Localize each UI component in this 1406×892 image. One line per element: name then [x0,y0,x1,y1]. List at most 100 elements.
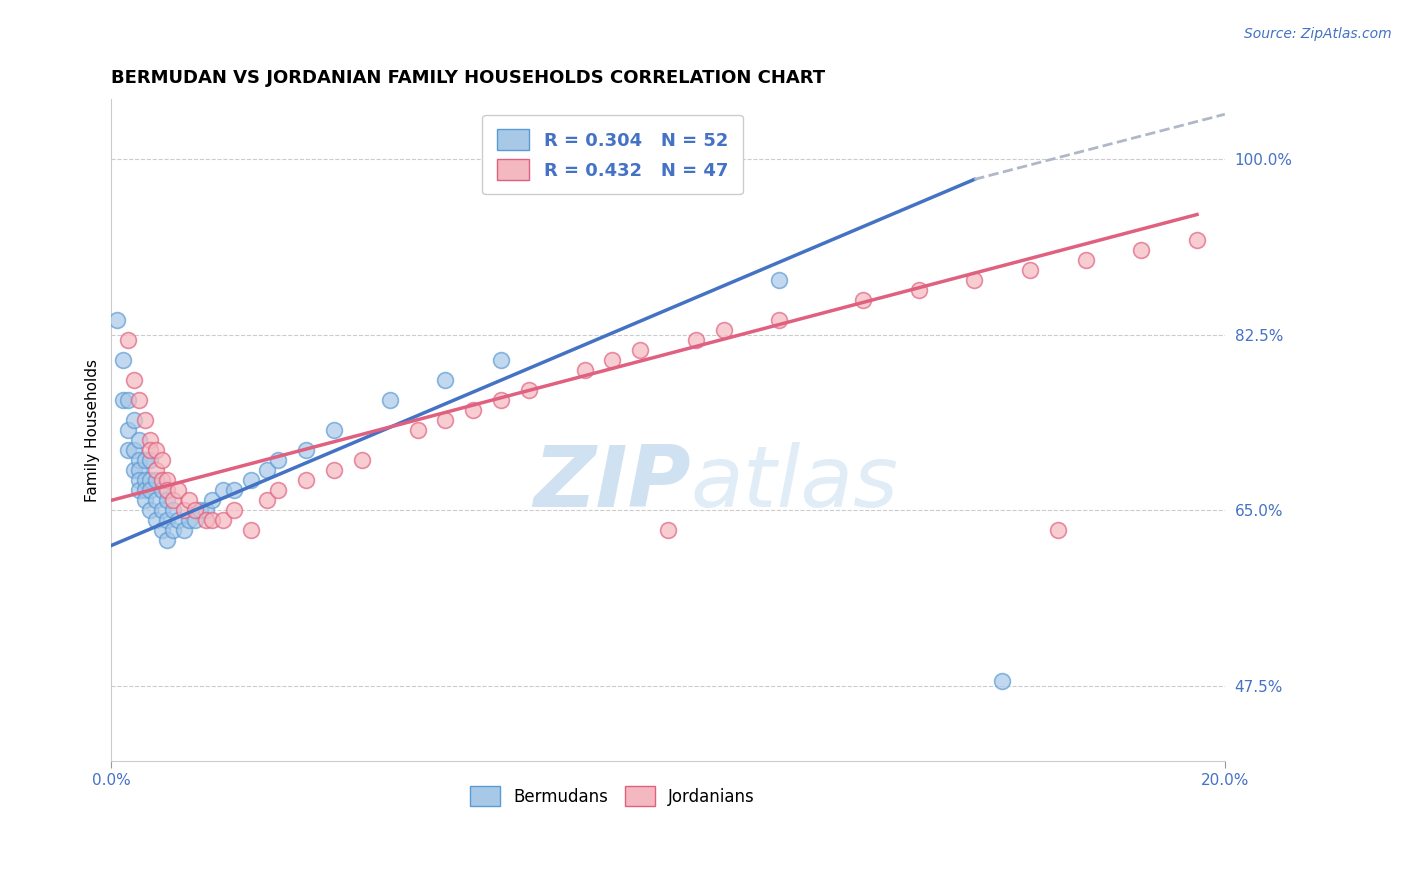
Point [256,493,278,508]
Point [128,453,150,467]
Point [179,513,201,527]
Point [150,524,173,538]
Point [156,513,179,527]
Point [150,503,173,517]
Point [139,453,162,467]
Point [139,473,162,487]
Point [128,463,150,477]
Point [134,473,156,487]
Point [517,383,540,397]
Point [768,313,790,327]
Point [145,443,167,458]
Point [150,453,173,467]
Point [195,503,218,517]
Point [167,513,190,527]
Text: BERMUDAN VS JORDANIAN FAMILY HOUSEHOLDS CORRELATION CHART: BERMUDAN VS JORDANIAN FAMILY HOUSEHOLDS … [111,69,825,87]
Point [134,413,156,427]
Point [574,363,596,377]
Point [222,503,245,517]
Y-axis label: Family Households: Family Households [86,359,100,501]
Point [111,392,134,407]
Point [156,493,179,508]
Point [657,524,679,538]
Point [222,483,245,498]
Point [150,473,173,487]
Point [139,443,162,458]
Point [117,443,139,458]
Point [122,373,145,387]
Point [184,503,207,517]
Text: Source: ZipAtlas.com: Source: ZipAtlas.com [1244,27,1392,41]
Point [184,513,207,527]
Point [256,463,278,477]
Point [134,483,156,498]
Point [378,392,401,407]
Point [117,333,139,347]
Point [134,453,156,467]
Point [122,443,145,458]
Point [201,513,224,527]
Point [145,513,167,527]
Point [128,433,150,447]
Point [267,453,290,467]
Point [963,273,986,287]
Point [117,423,139,437]
Text: atlas: atlas [690,442,898,524]
Point [628,343,651,357]
Point [1130,243,1153,257]
Legend: Bermudans, Jordanians: Bermudans, Jordanians [464,780,762,813]
Point [434,413,457,427]
Point [117,392,139,407]
Point [1185,233,1208,247]
Point [239,473,262,487]
Point [295,473,318,487]
Point [145,493,167,508]
Point [406,423,429,437]
Point [128,473,150,487]
Point [1046,524,1069,538]
Point [173,503,195,517]
Point [134,493,156,508]
Point [128,392,150,407]
Point [489,353,512,368]
Point [139,433,162,447]
Point [211,483,233,498]
Point [173,524,195,538]
Point [602,353,624,368]
Point [685,333,707,347]
Point [156,533,179,548]
Point [145,473,167,487]
Point [122,413,145,427]
Point [350,453,373,467]
Point [239,524,262,538]
Point [852,293,875,307]
Point [323,423,346,437]
Point [167,483,190,498]
Point [211,513,233,527]
Point [162,524,184,538]
Point [463,403,485,417]
Point [139,483,162,498]
Point [105,313,128,327]
Point [139,503,162,517]
Point [162,503,184,517]
Point [267,483,290,498]
Point [150,483,173,498]
Point [201,493,224,508]
Point [156,473,179,487]
Point [295,443,318,458]
Point [323,463,346,477]
Point [434,373,457,387]
Point [489,392,512,407]
Point [128,483,150,498]
Point [195,513,218,527]
Point [179,493,201,508]
Text: ZIP: ZIP [533,442,690,524]
Point [768,273,790,287]
Point [713,323,735,337]
Point [190,503,212,517]
Point [1074,252,1097,267]
Point [162,493,184,508]
Point [145,463,167,477]
Point [122,463,145,477]
